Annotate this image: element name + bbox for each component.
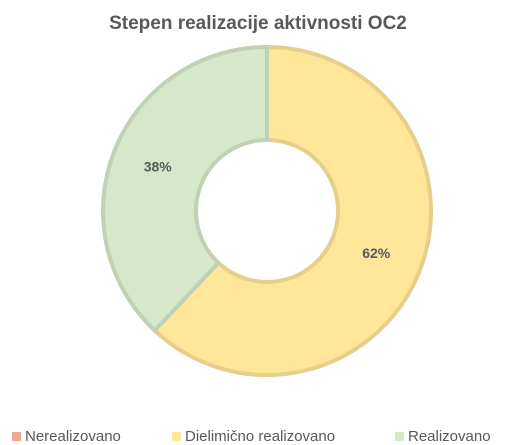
data-label: 38%	[144, 158, 173, 174]
legend-label: Realizovano	[408, 428, 491, 445]
legend-label: Nerealizovano	[25, 428, 121, 445]
chart-title: Stepen realizacije aktivnosti OC2	[109, 13, 407, 34]
legend-marker	[172, 432, 181, 441]
legend-marker	[12, 432, 21, 441]
legend-label: Dielimično realizovano	[185, 428, 335, 445]
donut-segment	[152, 45, 433, 377]
donut-segment	[101, 45, 269, 333]
data-label: 62%	[362, 245, 391, 261]
legend-marker	[395, 432, 404, 441]
